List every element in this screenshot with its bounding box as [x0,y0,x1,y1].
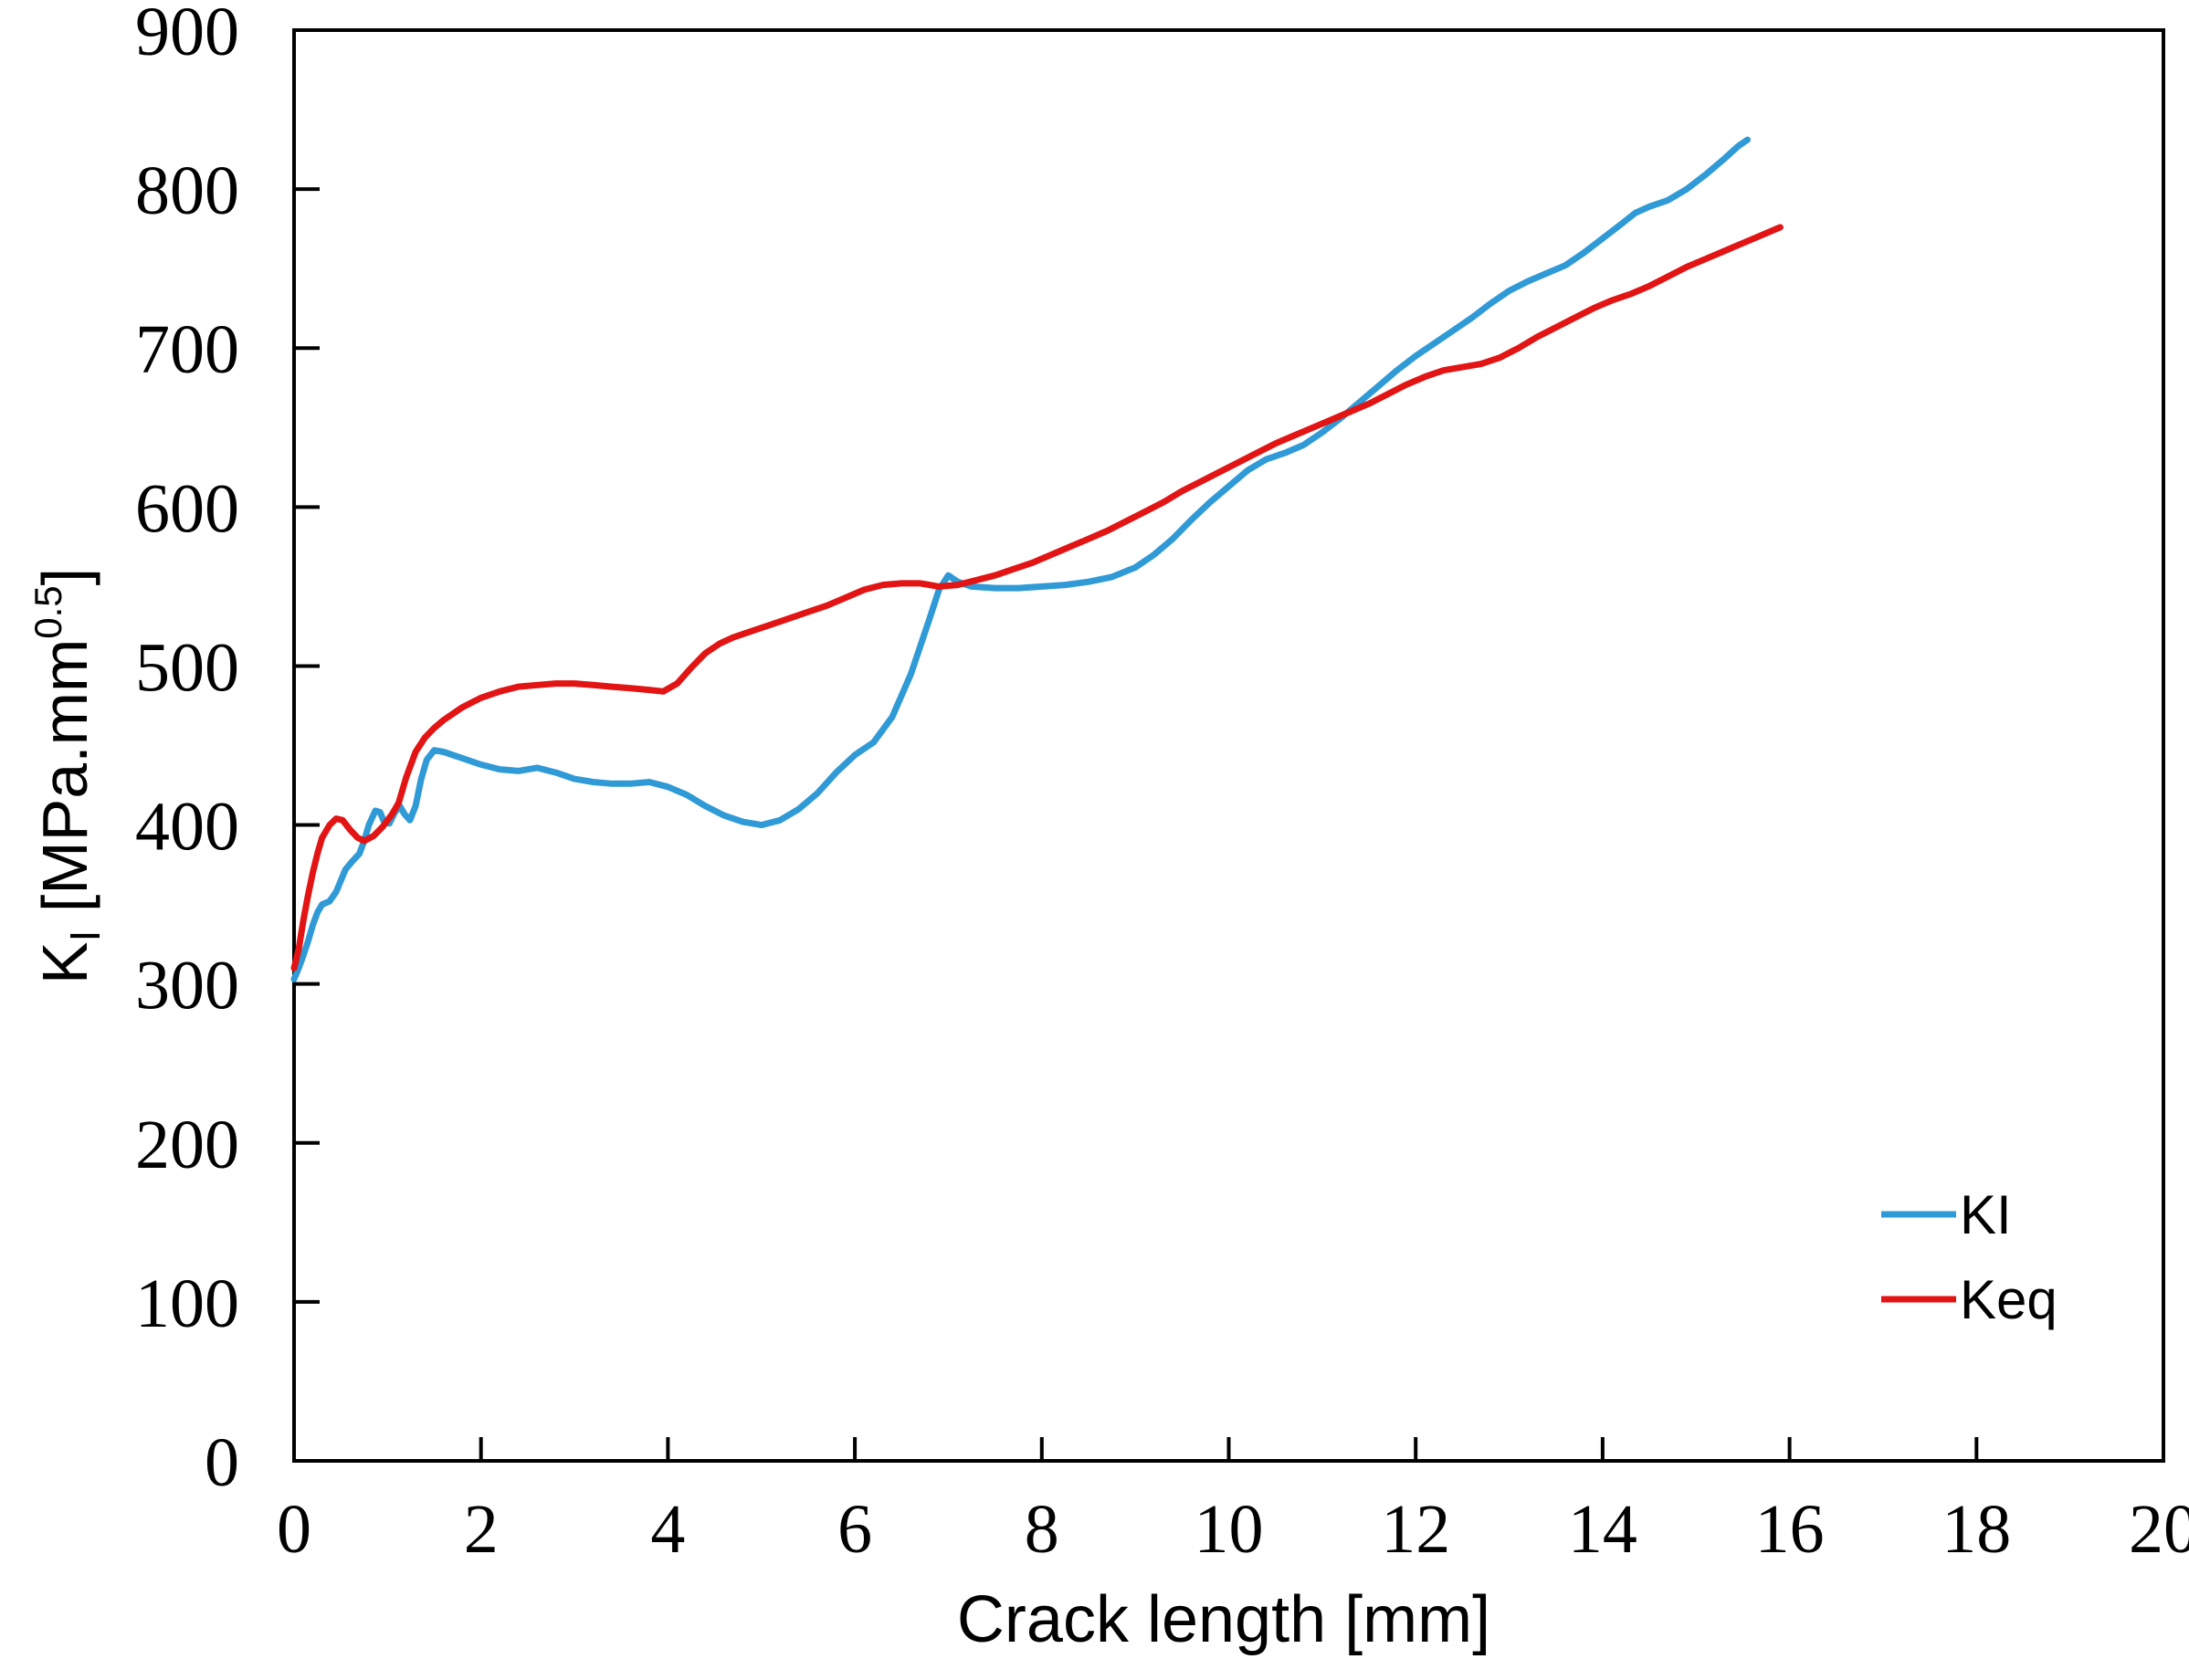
series-line-keq [290,224,1784,971]
legend-item-keq: Keq [1881,1269,2057,1330]
x-tick-label-4: 4 [650,1491,685,1568]
y-tick-label-0: 0 [205,1424,239,1501]
legend-label-ki: KI [1960,1184,2012,1245]
axis-ticks [294,187,1979,1461]
x-axis-title-text: Crack length [mm] [957,1583,1490,1656]
x-tick-label-0: 0 [277,1491,311,1568]
x-tick-label-18: 18 [1942,1491,2011,1568]
y-tick-label-200: 200 [135,1107,239,1183]
axis-tick-labels: 0 100 200 300 400 500 600 700 800 900 0 2 4 6 8 10 12 14 1… [135,0,2189,1568]
legend-label-keq-text: Keq [1960,1269,2057,1330]
y-axis-title: KI [MPa.mm0.5] [26,568,109,984]
y-tick-label-400: 400 [135,789,239,866]
x-tick-label-2: 2 [464,1491,499,1568]
x-tick-label-12: 12 [1381,1491,1450,1568]
x-tick-label-10: 10 [1194,1491,1264,1568]
y-tick-label-100: 100 [135,1265,239,1342]
x-tick-label-20: 20 [2129,1491,2189,1568]
x-tick-label-8: 8 [1025,1491,1059,1568]
plot-area-border [292,28,2165,1463]
y-tick-label-700: 700 [135,311,239,388]
legend-item-ki: KI [1881,1184,2012,1245]
y-title-subscript: I [61,930,109,942]
legend-label-ki-text: KI [1960,1184,2012,1245]
y-tick-label-500: 500 [135,629,239,706]
y-title-superscript: 0.5 [26,585,69,638]
series-line-ki [290,136,1751,982]
y-tick-label-600: 600 [135,470,239,547]
y-tick-label-800: 800 [135,152,239,229]
x-axis-title: Crack length [mm] [957,1583,1490,1656]
x-tick-label-16: 16 [1755,1491,1825,1568]
x-tick-label-14: 14 [1568,1491,1637,1568]
legend: KI Keq [1881,1184,2057,1330]
series-lines [290,136,1784,982]
y-tick-label-300: 300 [135,948,239,1024]
y-title-mid: [MPa.mm [29,639,100,930]
y-title-end: ] [29,568,100,585]
legend-label-keq: Keq [1960,1269,2057,1330]
x-tick-label-6: 6 [837,1491,872,1568]
y-title-base: K [29,941,100,984]
y-tick-label-900: 900 [135,0,239,70]
